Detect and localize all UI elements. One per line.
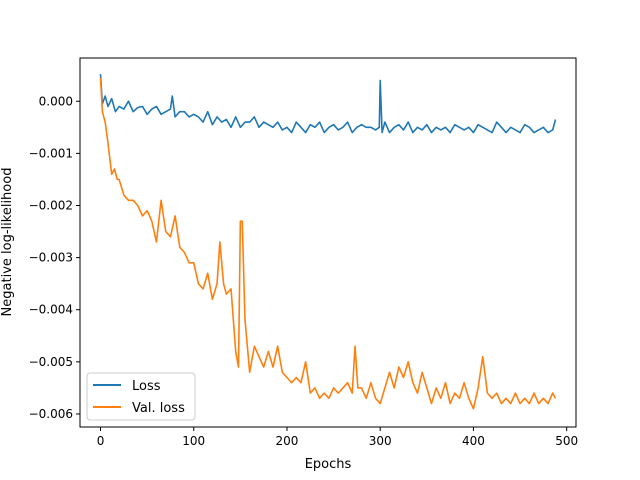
x-tick-label: 300 <box>369 434 392 448</box>
series-line-loss <box>99 74 557 134</box>
legend-label-val-loss: Val. loss <box>132 401 185 416</box>
x-tick-label: 200 <box>276 434 299 448</box>
legend: Loss Val. loss <box>86 372 196 421</box>
x-tick-label: 0 <box>97 434 105 448</box>
legend-label-loss: Loss <box>132 379 161 394</box>
plot-area <box>99 74 557 410</box>
y-tick-label: −0.006 <box>29 407 73 421</box>
series-line-val-loss <box>99 77 557 410</box>
x-tick-label: 500 <box>555 434 578 448</box>
x-tick-label: 400 <box>462 434 485 448</box>
y-tick-label: −0.002 <box>29 198 73 212</box>
y-tick-label: −0.004 <box>29 303 73 317</box>
axis-ticks: 0 100 200 300 400 500 0.000 −0.001 −0.002 −0.003 −… <box>29 94 579 448</box>
x-tick-label: 100 <box>182 434 205 448</box>
y-tick-label: 0.000 <box>39 94 73 108</box>
y-axis-label: Negative log-likelihood <box>0 168 15 317</box>
y-tick-label: −0.001 <box>29 146 73 160</box>
y-tick-label: −0.005 <box>29 355 73 369</box>
y-tick-label: −0.003 <box>29 251 73 265</box>
axes-frame <box>79 57 577 428</box>
x-axis-label: Epochs <box>305 457 352 472</box>
